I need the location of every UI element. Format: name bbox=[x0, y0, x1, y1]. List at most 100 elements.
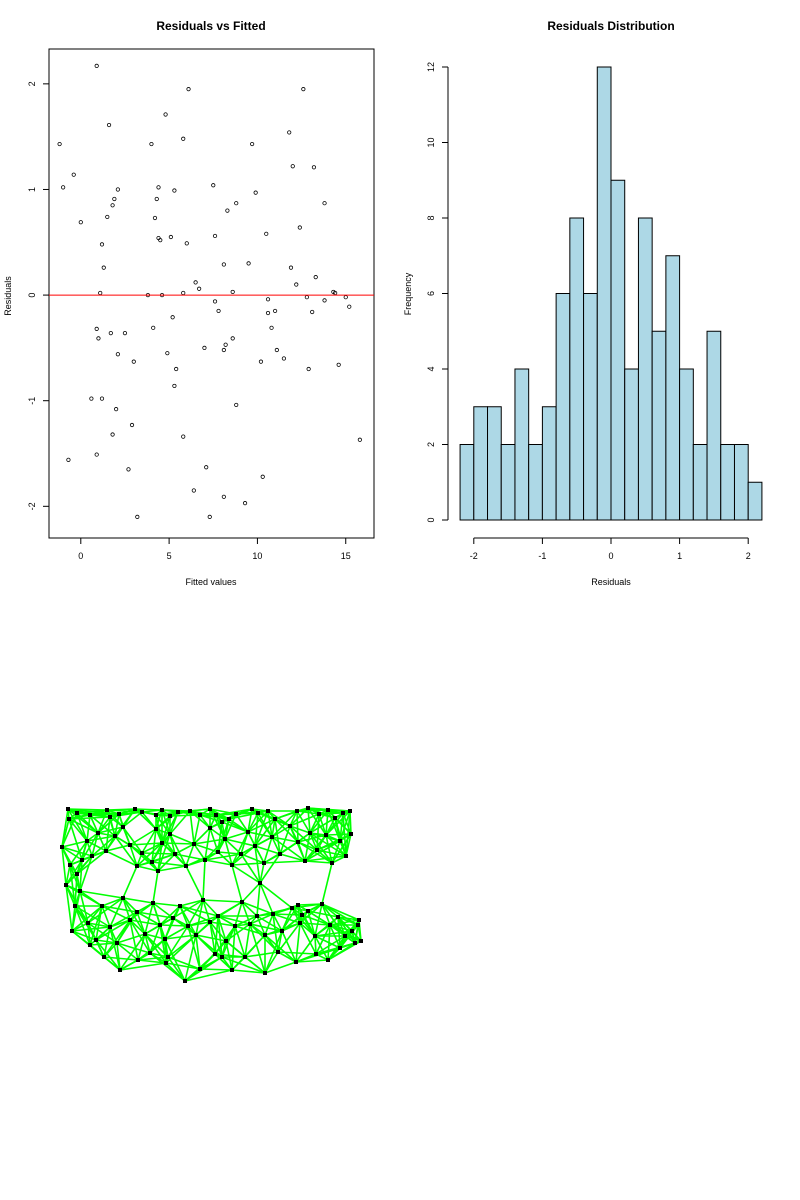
network-edge bbox=[179, 899, 204, 907]
scatter-point bbox=[260, 474, 265, 479]
network-edge bbox=[149, 924, 161, 954]
histogram-x-tick-label: -2 bbox=[470, 551, 478, 561]
scatter-point bbox=[149, 141, 154, 147]
network-node bbox=[88, 943, 92, 947]
network-edge bbox=[189, 810, 195, 845]
network-edge bbox=[259, 862, 265, 884]
network-node bbox=[60, 845, 64, 849]
network-node bbox=[216, 914, 220, 918]
network-edge bbox=[277, 922, 301, 953]
network-edge bbox=[217, 821, 223, 853]
scatter-point bbox=[281, 356, 287, 361]
scatter-point bbox=[221, 494, 226, 499]
histogram-chart: Residuals Distribution Residuals Frequen… bbox=[403, 19, 763, 587]
scatter-point bbox=[71, 172, 76, 177]
network-edge bbox=[195, 934, 223, 958]
network-node bbox=[164, 961, 168, 965]
network-edge bbox=[264, 934, 297, 963]
scatter-point bbox=[172, 188, 177, 193]
network-node bbox=[151, 901, 155, 905]
scatter-point bbox=[57, 141, 62, 147]
network-edge bbox=[161, 811, 179, 844]
network-node bbox=[306, 806, 310, 810]
network-edge bbox=[224, 838, 256, 847]
network-node bbox=[253, 844, 257, 848]
network-node bbox=[250, 807, 254, 811]
scatter-point bbox=[265, 310, 271, 316]
scatter-point bbox=[207, 514, 212, 519]
network-edge bbox=[315, 935, 346, 955]
network-edge bbox=[141, 828, 157, 854]
network-edge bbox=[327, 809, 352, 835]
network-edge bbox=[327, 924, 331, 961]
network-edge bbox=[187, 925, 201, 970]
scatter-point bbox=[306, 366, 311, 372]
network-edge bbox=[164, 905, 181, 940]
network-node bbox=[216, 850, 220, 854]
scatter-point bbox=[105, 214, 110, 220]
network-node bbox=[88, 813, 92, 817]
network-node bbox=[270, 835, 274, 839]
network-edge bbox=[97, 809, 108, 834]
network-edge bbox=[209, 921, 216, 955]
network-node bbox=[348, 809, 352, 813]
network-edge bbox=[71, 905, 103, 932]
network-edge bbox=[69, 864, 76, 907]
network-node bbox=[338, 946, 342, 950]
network-node bbox=[223, 837, 227, 841]
network-edge bbox=[234, 901, 243, 927]
network-edge bbox=[325, 833, 352, 836]
network-edge bbox=[325, 810, 351, 836]
network-edge bbox=[221, 956, 233, 971]
scatter-y-tick-label: 1 bbox=[27, 187, 37, 192]
network-edge bbox=[289, 813, 320, 827]
scatter-point bbox=[221, 347, 226, 353]
network-edge bbox=[247, 812, 259, 833]
network-edge bbox=[136, 842, 163, 867]
network-node bbox=[118, 968, 122, 972]
network-edge bbox=[74, 905, 91, 946]
network-edge bbox=[244, 923, 251, 958]
network-node bbox=[208, 807, 212, 811]
network-edge bbox=[103, 956, 139, 961]
network-edge bbox=[202, 899, 219, 917]
network-edge bbox=[184, 934, 197, 982]
network-edge bbox=[179, 905, 197, 936]
network-node bbox=[136, 958, 140, 962]
scatter-point bbox=[99, 396, 105, 401]
scatter-title: Residuals vs Fitted bbox=[156, 19, 265, 33]
network-edge bbox=[264, 930, 283, 974]
network-node bbox=[233, 924, 237, 928]
network-edge bbox=[152, 902, 181, 907]
network-edge bbox=[155, 809, 163, 830]
histogram-bar bbox=[706, 330, 722, 521]
network-edge bbox=[89, 814, 99, 834]
network-edge bbox=[103, 956, 121, 971]
scatter-point bbox=[304, 295, 309, 300]
network-edge bbox=[105, 816, 111, 852]
scatter-point bbox=[223, 342, 228, 347]
network-edge bbox=[97, 826, 124, 834]
network-edge bbox=[224, 838, 233, 866]
network-edge bbox=[279, 825, 291, 855]
network-node bbox=[140, 851, 144, 855]
network-edge bbox=[259, 882, 274, 915]
network-edge bbox=[89, 814, 116, 837]
network-node bbox=[192, 842, 196, 846]
network-edge bbox=[172, 899, 204, 919]
network-edge bbox=[271, 836, 281, 855]
scatter-point bbox=[108, 331, 113, 336]
network-edge bbox=[301, 903, 323, 916]
network-edge bbox=[224, 831, 249, 840]
network-edge bbox=[193, 814, 201, 845]
network-edge bbox=[89, 926, 111, 946]
histogram-bar bbox=[637, 217, 653, 521]
scatter-point bbox=[212, 299, 218, 304]
histogram-bar bbox=[487, 406, 502, 521]
network-edge bbox=[151, 853, 176, 863]
network-edge bbox=[254, 836, 273, 847]
scatter-point bbox=[191, 488, 196, 493]
network-node bbox=[102, 955, 106, 959]
network-node bbox=[336, 915, 340, 919]
network-edge bbox=[164, 925, 189, 940]
